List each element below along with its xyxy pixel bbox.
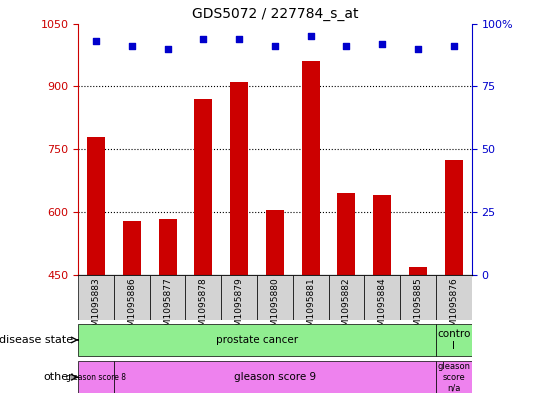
Point (199, 35, 208, 42)
Bar (257, 275, 293, 320)
Bar (158, 219, 177, 275)
Text: prostate cancer: prostate cancer (216, 335, 298, 345)
Text: gleason
score
n/a: gleason score n/a (437, 362, 470, 392)
Point (128, 43, 136, 50)
Bar (329, 275, 364, 320)
Bar (114, 362, 436, 393)
Text: GSM1095886: GSM1095886 (127, 277, 136, 338)
Text: disease state: disease state (0, 335, 73, 345)
Bar (221, 275, 257, 320)
Text: GSM1095880: GSM1095880 (271, 277, 279, 338)
Text: GSM1095882: GSM1095882 (342, 277, 351, 338)
Point (271, 43, 279, 50)
Point (342, 43, 351, 50)
Bar (230, 82, 248, 275)
Text: GSM1095879: GSM1095879 (234, 277, 244, 338)
Bar (302, 61, 320, 275)
Text: GSM1095878: GSM1095878 (199, 277, 208, 338)
Bar (185, 275, 221, 320)
Bar (78, 362, 114, 393)
Text: GSM1095884: GSM1095884 (378, 277, 386, 338)
Bar (87, 137, 105, 275)
Bar (436, 275, 472, 320)
Text: GSM1095883: GSM1095883 (92, 277, 101, 338)
Point (413, 46, 422, 52)
Bar (337, 193, 355, 275)
Point (235, 35, 244, 42)
Point (306, 33, 315, 39)
Bar (293, 275, 329, 320)
Point (378, 40, 386, 47)
Text: other: other (43, 372, 73, 382)
Bar (436, 324, 472, 356)
Bar (445, 160, 462, 275)
Bar (436, 362, 472, 393)
Bar (195, 99, 212, 275)
Bar (364, 275, 400, 320)
Text: GSM1095881: GSM1095881 (306, 277, 315, 338)
Text: GSM1095885: GSM1095885 (413, 277, 423, 338)
Bar (123, 220, 141, 275)
Bar (150, 275, 185, 320)
Point (92, 38, 100, 44)
Bar (409, 267, 427, 275)
Bar (114, 275, 150, 320)
Bar (374, 195, 391, 275)
Bar (78, 275, 114, 320)
Text: gleason score 9: gleason score 9 (234, 372, 316, 382)
Bar (266, 210, 284, 275)
Text: gleason score 8: gleason score 8 (66, 373, 126, 382)
Point (450, 43, 458, 50)
Text: contro
l: contro l (437, 329, 471, 351)
Point (163, 46, 172, 52)
Text: GSM1095877: GSM1095877 (163, 277, 172, 338)
Title: GDS5072 / 227784_s_at: GDS5072 / 227784_s_at (192, 7, 358, 21)
Bar (400, 275, 436, 320)
Text: GSM1095876: GSM1095876 (449, 277, 458, 338)
